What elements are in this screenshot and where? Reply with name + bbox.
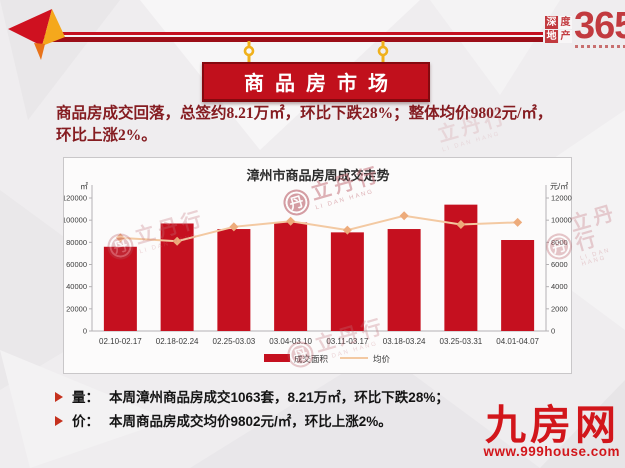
- right-tick-label: 4000: [551, 282, 568, 291]
- left-axis-unit: ㎡: [80, 182, 88, 191]
- header-rule: [44, 32, 543, 42]
- summary-line-2: 环比上涨2%。: [56, 127, 157, 144]
- x-label: 02.10-02.17: [99, 337, 142, 346]
- brand-tile: 地: [545, 30, 558, 43]
- right-axis-unit: 元/㎡: [550, 182, 568, 191]
- bullet-volume: 量： 本周漳州商品房成交1063套，8.21万㎡，环比下跌28%；: [55, 388, 603, 407]
- left-tick-label: 0: [83, 327, 87, 336]
- site-url: www.999house.com: [483, 444, 620, 459]
- left-tick-label: 40000: [66, 282, 87, 291]
- bullet-text: 本周商品房成交均价9802元/㎡，环比上涨2%。: [109, 414, 392, 429]
- line-marker-03.18-03.24: [399, 211, 409, 221]
- bar-04.01-04.07: [501, 240, 535, 331]
- x-label: 04.01-04.07: [496, 337, 539, 346]
- brand-characters: 深 度 地 产: [545, 16, 572, 43]
- right-tick-label: 6000: [551, 260, 568, 269]
- x-label: 03.04-03.10: [269, 337, 312, 346]
- site-name: 九房网: [485, 402, 620, 448]
- bullet-text: 本周漳州商品房成交1063套，8.21万㎡，环比下跌28%；: [109, 390, 449, 405]
- weekly-transaction-chart: 漳州市商品房周成交走势 ㎡ 元/㎡ 0200004000060000800001…: [64, 168, 572, 364]
- bar-03.18-03.24: [387, 229, 421, 331]
- brand-number: 365: [574, 5, 625, 47]
- bar-02.25-03.03: [217, 229, 251, 331]
- avg-price-line: [120, 214, 518, 243]
- arrow-icon: [8, 9, 65, 60]
- x-label: 03.11-03.17: [326, 337, 369, 346]
- bullet-label: 价：: [72, 414, 99, 429]
- right-tick-label: 2000: [551, 304, 568, 313]
- bar-02.10-02.17: [103, 246, 137, 331]
- legend-bar-label: 成交面积: [294, 354, 329, 364]
- x-label: 03.18-03.24: [383, 337, 426, 346]
- left-tick-label: 120000: [64, 194, 87, 203]
- x-label: 02.25-03.03: [213, 337, 256, 346]
- brand-tile: 产: [559, 30, 572, 43]
- legend-line-label: 均价: [373, 354, 391, 364]
- right-tick-label: 8000: [551, 238, 568, 247]
- bar-03.11-03.17: [330, 232, 364, 331]
- summary-headline: 商品房成交回落，总签约8.21万㎡，环比下跌28%；整体均价9802元/㎡， 环…: [56, 103, 584, 147]
- chart-title: 漳州市商品房周成交走势: [246, 168, 389, 183]
- left-tick-label: 100000: [64, 216, 87, 225]
- line-marker-04.01-04.07: [513, 217, 523, 227]
- summary-line-1: 商品房成交回落，总签约8.21万㎡，环比下跌28%；整体均价9802元/㎡，: [56, 105, 553, 122]
- line-marker-02.10-02.17: [115, 233, 125, 243]
- bullet-arrow-icon: [55, 416, 63, 426]
- bullet-list: 量： 本周漳州商品房成交1063套，8.21万㎡，环比下跌28%； 价： 本周商…: [55, 388, 603, 436]
- x-label: 02.18-02.24: [156, 337, 199, 346]
- brand-logo: 深 度 地 产 365: [545, 7, 625, 48]
- left-tick-label: 20000: [66, 304, 87, 313]
- section-banner: 商品房市场: [202, 62, 430, 102]
- right-tick-label: 12000: [551, 194, 572, 203]
- right-tick-label: 10000: [551, 216, 572, 225]
- bullet-label: 量：: [72, 390, 99, 405]
- site-logo: 九房网 www.999house.com: [483, 403, 620, 459]
- left-tick-label: 80000: [66, 238, 87, 247]
- bullet-price: 价： 本周商品房成交均价9802元/㎡，环比上涨2%。: [55, 412, 603, 431]
- x-label: 03.25-03.31: [440, 337, 483, 346]
- line-marker-02.25-03.03: [229, 222, 239, 232]
- bullet-arrow-icon: [55, 392, 63, 402]
- left-tick-label: 60000: [66, 260, 87, 269]
- brand-tile: 深: [545, 16, 558, 29]
- brand-tile: 度: [559, 16, 572, 29]
- brand-microtext: [574, 45, 625, 48]
- section-title: 商品房市场: [244, 73, 399, 95]
- legend-bar-swatch: [264, 354, 290, 362]
- right-tick-label: 0: [551, 327, 555, 336]
- chart-card: 漳州市商品房周成交走势 ㎡ 元/㎡ 0 20000 40000 60000 80000 1…: [63, 157, 572, 374]
- bar-03.04-03.10: [274, 222, 308, 331]
